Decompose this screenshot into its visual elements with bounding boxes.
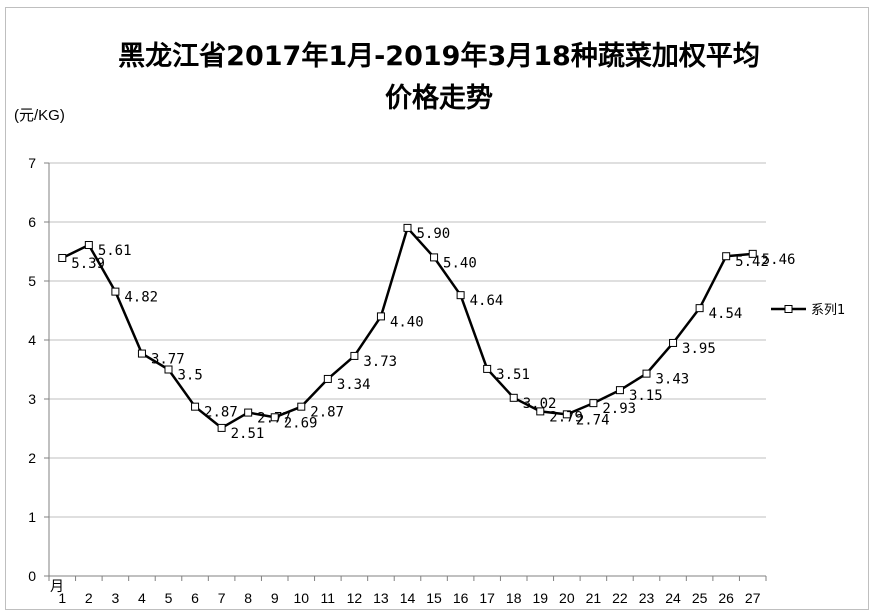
- data-label: 5.40: [443, 255, 477, 271]
- data-point-marker: [58, 253, 67, 262]
- x-tick-label: 8: [244, 590, 252, 606]
- data-point-marker: [297, 402, 306, 411]
- x-tick-label: 18: [506, 590, 522, 606]
- data-label: 3.15: [629, 388, 663, 404]
- data-label: 3.73: [363, 354, 397, 370]
- data-point-marker: [615, 386, 624, 395]
- data-point-marker: [244, 408, 253, 417]
- data-point-marker: [509, 393, 518, 402]
- data-label: 3.77: [151, 352, 185, 368]
- data-point-marker: [403, 223, 412, 232]
- data-label: 4.40: [390, 314, 424, 330]
- data-label: 3.5: [178, 368, 203, 384]
- data-label: 5.42: [735, 254, 769, 270]
- x-tick-label: 9: [271, 590, 279, 606]
- x-tick-label: 1: [58, 590, 66, 606]
- data-point-marker: [376, 312, 385, 321]
- data-label: 4.64: [470, 293, 504, 309]
- data-point-marker: [164, 365, 173, 374]
- x-tick-label: 15: [426, 590, 442, 606]
- x-tick-label: 12: [347, 590, 363, 606]
- y-tick-label: 5: [28, 273, 36, 289]
- data-point-marker: [84, 241, 93, 250]
- x-tick-label: 5: [165, 590, 173, 606]
- data-point-marker: [430, 253, 439, 262]
- data-label: 5.90: [417, 226, 451, 242]
- data-point-marker: [323, 374, 332, 383]
- x-tick-label: 14: [400, 590, 416, 606]
- data-label: 2.74: [576, 412, 610, 428]
- chart-frame: [5, 7, 869, 610]
- data-label: 2.87: [204, 405, 238, 421]
- chart-title-line1: 黑龙江省2017年1月-2019年3月18种蔬菜加权平均: [118, 41, 760, 72]
- x-tick-label: 23: [639, 590, 655, 606]
- data-point-marker: [350, 351, 359, 360]
- x-tick-label: 7: [218, 590, 226, 606]
- data-point-marker: [137, 349, 146, 358]
- data-point-marker: [589, 399, 598, 408]
- data-point-marker: [722, 252, 731, 261]
- data-label: 4.54: [709, 306, 743, 322]
- data-label: 2.77: [257, 411, 291, 427]
- x-axis-label: 月: [50, 579, 64, 595]
- data-label: 2.69: [284, 415, 318, 431]
- x-tick-label: 17: [479, 590, 495, 606]
- data-point-marker: [217, 423, 226, 432]
- y-axis-label: (元/KG): [14, 107, 65, 124]
- data-point-marker: [483, 364, 492, 373]
- x-tick-label: 6: [191, 590, 199, 606]
- x-tick-label: 19: [532, 590, 548, 606]
- y-tick-label: 3: [28, 391, 36, 407]
- data-label: 4.82: [124, 290, 158, 306]
- legend-label: 系列1: [811, 303, 845, 318]
- data-label: 5.39: [71, 256, 105, 272]
- x-tick-label: 25: [692, 590, 708, 606]
- data-point-marker: [270, 413, 279, 422]
- x-tick-label: 20: [559, 590, 575, 606]
- x-tick-label: 13: [373, 590, 389, 606]
- x-tick-label: 22: [612, 590, 628, 606]
- data-point-marker: [748, 249, 757, 258]
- data-label: 2.93: [602, 401, 636, 417]
- legend-marker: [784, 305, 793, 313]
- data-point-marker: [111, 287, 120, 296]
- x-tick-label: 21: [586, 590, 602, 606]
- data-label: 2.79: [549, 409, 583, 425]
- y-tick-label: 7: [28, 155, 36, 171]
- x-tick-label: 4: [138, 590, 146, 606]
- x-tick-label: 10: [293, 590, 309, 606]
- data-label: 3.95: [682, 341, 716, 357]
- y-tick-label: 0: [28, 568, 36, 584]
- data-point-marker: [456, 291, 465, 300]
- data-label: 5.61: [98, 243, 132, 259]
- data-point-marker: [536, 407, 545, 416]
- x-tick-label: 26: [718, 590, 734, 606]
- y-tick-label: 1: [28, 509, 36, 525]
- chart-title-line2: 价格走势: [385, 83, 493, 114]
- data-label: 3.43: [656, 372, 690, 388]
- x-tick-label: 3: [111, 590, 119, 606]
- data-label: 3.51: [496, 367, 530, 383]
- data-label: 3.34: [337, 377, 371, 393]
- x-tick-label: 27: [745, 590, 761, 606]
- x-tick-label: 16: [453, 590, 469, 606]
- y-tick-label: 6: [28, 214, 36, 230]
- data-label: 5.46: [762, 252, 796, 268]
- x-tick-label: 11: [321, 590, 336, 606]
- data-point-marker: [562, 410, 571, 419]
- data-label: 2.51: [231, 426, 265, 442]
- x-tick-label: 24: [665, 590, 681, 606]
- y-tick-label: 4: [28, 332, 36, 348]
- data-point-marker: [191, 402, 200, 411]
- y-tick-label: 2: [28, 450, 36, 466]
- data-point-marker: [695, 304, 704, 313]
- data-label: 3.02: [523, 396, 557, 412]
- x-tick-label: 2: [85, 590, 93, 606]
- data-point-marker: [669, 338, 678, 347]
- data-point-marker: [642, 369, 651, 378]
- data-label: 2.87: [310, 405, 344, 421]
